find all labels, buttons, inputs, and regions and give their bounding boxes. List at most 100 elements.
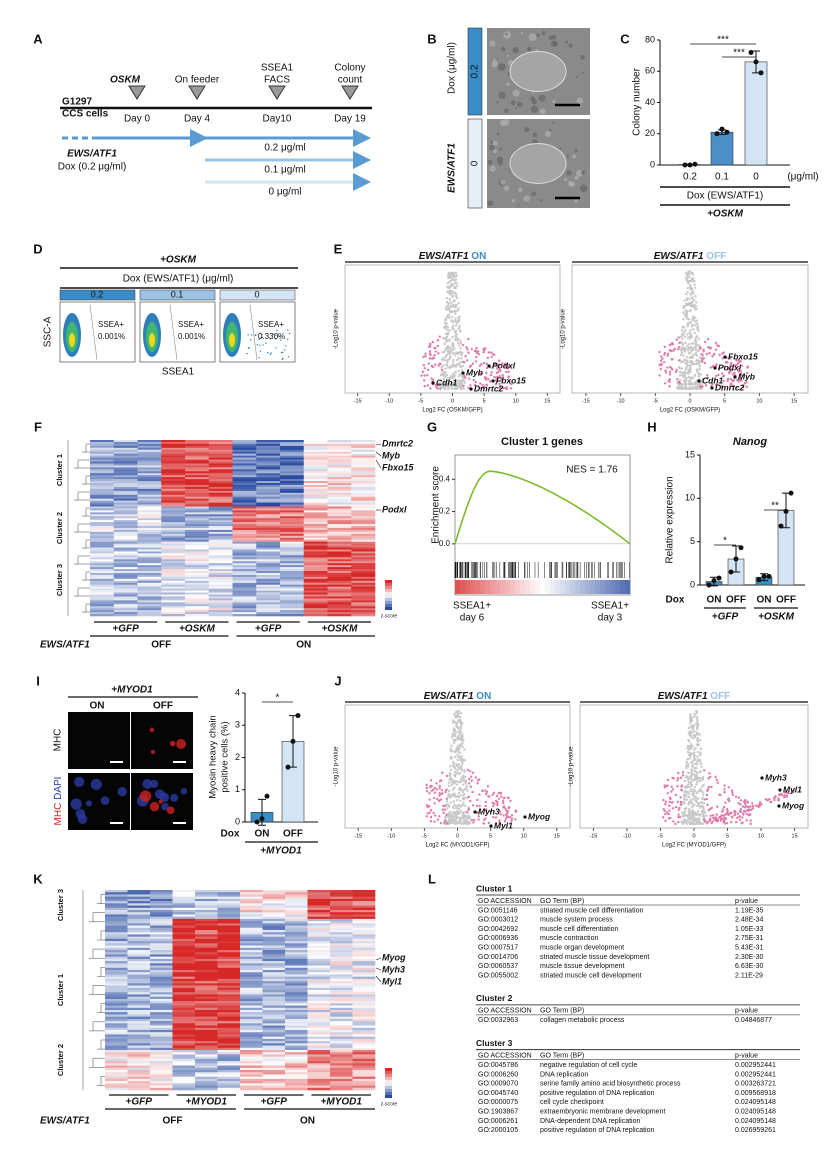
gene-point [723,784,726,787]
gene-point [716,805,719,808]
gene-point [457,344,461,347]
heat-cell [105,963,128,966]
gene-point [694,294,697,298]
heat-cell [90,565,115,568]
gene-point [690,788,693,791]
heat-cell [90,451,115,454]
heat-cell [307,945,331,949]
heat-cell [90,610,115,613]
heat-cell [161,502,186,505]
heat-cell [280,469,305,472]
gene-point [741,805,744,808]
heat-cell [195,1032,218,1035]
heat-cell [208,471,233,474]
gene-point [718,793,721,796]
heat-cell [172,970,196,973]
heat-cell [352,1078,376,1082]
heat-cell [327,571,352,574]
heat-cell [285,1034,308,1037]
heat-cell [330,947,353,951]
flow-event [265,342,267,344]
heat-cell [217,985,241,989]
heat-cell [127,972,151,975]
heat-cell [351,510,376,513]
heat-cell [195,1007,218,1011]
heat-cell [195,987,218,991]
heat-cell [185,514,210,517]
heat-cell [232,531,257,535]
gene-point [785,795,788,798]
heat-cell [137,580,162,584]
heat-cell [172,1021,196,1024]
gene-point [468,769,472,773]
gene-point [443,373,447,376]
heat-cell [185,584,210,587]
heat-cell [208,604,233,607]
heat-cell [303,584,328,587]
texture [576,97,584,104]
gene-point [658,374,661,377]
heat-cell [208,508,233,511]
gene-point [463,770,466,774]
heat-cell [303,467,328,470]
heat-cell [256,608,281,611]
heat-cell [330,1045,353,1049]
gene-point [458,324,461,328]
gene-point [686,279,689,282]
heat-cell [352,896,376,900]
heat-cell [330,934,353,937]
heat-cell [150,1058,173,1062]
heat-cell [208,516,233,519]
heat-cell [327,576,352,580]
heat-cell [307,923,331,926]
heat-cell [352,976,376,980]
heat-cell [172,910,196,913]
flow-event [287,356,290,358]
heat-cell [262,943,286,946]
gene-point [451,750,454,753]
gene-point [741,816,744,819]
heat-cell [351,614,376,617]
heat-cell [285,972,308,975]
heat-cell [105,1018,128,1022]
heat-cell [150,927,173,931]
heat-cell [240,987,263,991]
heat-cell [90,486,115,490]
texture [581,170,586,175]
heat-cell [351,463,376,466]
heat-cell [330,1065,353,1069]
heat-cell [105,961,128,964]
heat-cell [280,498,305,501]
heat-cell [195,954,218,957]
gene-point [447,302,450,305]
heat-cell [208,612,233,615]
gene-point [497,797,501,800]
heat-cell [262,1041,286,1044]
gene-point [481,383,484,387]
gene-point [455,710,458,713]
heat-cell [352,1003,376,1006]
gene-point [458,315,461,318]
gene-point [444,819,447,822]
gene-point [457,382,461,386]
gene-point [442,377,446,380]
gene-point [736,812,740,815]
heat-cell [185,473,210,476]
gene-highlight [777,804,781,808]
heat-cell [90,602,115,605]
heat-cell [285,932,308,935]
heat-cell [113,590,138,593]
label: +GFP [112,624,139,635]
heat-cell [195,1074,218,1077]
gene-point [449,757,453,760]
gene-point [691,290,694,293]
heat-cell [217,1050,241,1053]
heat-cell [172,1001,196,1004]
gene-point [684,789,687,793]
heat-cell [232,445,257,449]
heat-cell [232,494,257,498]
heat-cell [208,533,233,537]
heat-cell [113,496,138,499]
heat-cell [351,569,376,572]
heat-cell [208,477,233,480]
